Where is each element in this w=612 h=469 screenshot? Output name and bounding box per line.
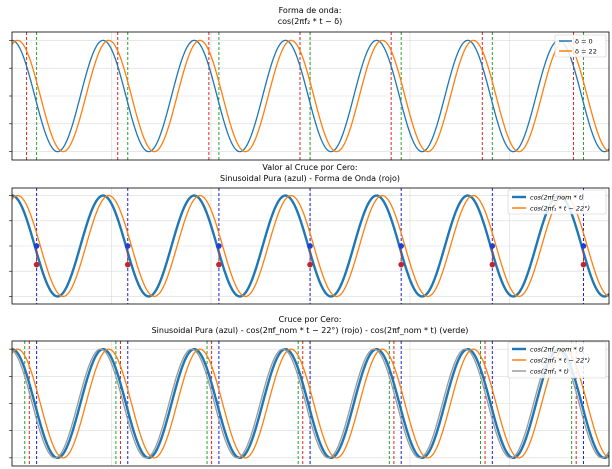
marker-red [398,261,404,268]
panel-subtitle: cos(2πf₂ * t − δ) [278,17,343,26]
marker-blue [307,243,313,249]
series-line-0 [12,39,609,153]
legend-label-pure: cos(2πf_nom * t) [530,194,584,202]
legend-label-shifted: cos(2πf₁ * t − 22°) [530,357,590,365]
series-line-0 [12,347,609,460]
legend: cos(2πf_nom * t) cos(2πf₁ * t − 22°) cos… [507,341,607,379]
marker-red [307,261,313,268]
series-line-1 [12,194,609,298]
panel-title: Cruce por Cero: [279,315,342,324]
series-line-1 [12,348,609,459]
marker-red [124,261,131,268]
legend-box [507,189,607,215]
panel-subtitle: Sinusoidal Pura (azul) - Forma de Onda (… [220,174,400,183]
legend-label-delta-22: δ = 22 [575,48,597,56]
marker-blue [489,243,496,249]
marker-red [489,261,496,268]
marker-blue [580,243,587,249]
legend: δ = 0 δ = 22 [554,34,607,58]
marker-blue [33,243,40,249]
panel-subtitle: Sinusoidal Pura (azul) - cos(2πf_nom * t… [152,326,469,335]
marker-red [580,261,587,268]
series-line-2 [12,348,609,459]
legend-label-shifted: cos(2πf₁ * t − 22°) [530,205,590,213]
panel-waveform: Forma de onda: cos(2πf₂ * t − δ) δ = 0 δ… [9,6,610,161]
legend: cos(2πf_nom * t) cos(2πf₁ * t − 22°) [507,189,607,215]
marker-blue [216,243,222,249]
panel-zero-crossing: Cruce por Cero: Sinusoidal Pura (azul) -… [9,315,610,467]
legend-label-f1: cos(2πf₁ * t) [530,368,569,376]
marker-red [216,261,222,268]
panel-title: Forma de onda: [279,6,342,15]
marker-red [33,261,40,268]
legend-label-delta-0: δ = 0 [575,38,593,46]
panel-title: Valor al Cruce por Cero: [262,163,357,172]
legend-box [507,341,607,379]
series-line-1 [12,39,609,153]
legend-label-pure: cos(2πf_nom * t) [530,346,584,354]
series-line-0 [12,194,609,298]
panel-zero-crossing-value: Valor al Cruce por Cero: Sinusoidal Pura… [9,163,610,305]
marker-blue [124,243,131,249]
marker-blue [398,243,404,249]
